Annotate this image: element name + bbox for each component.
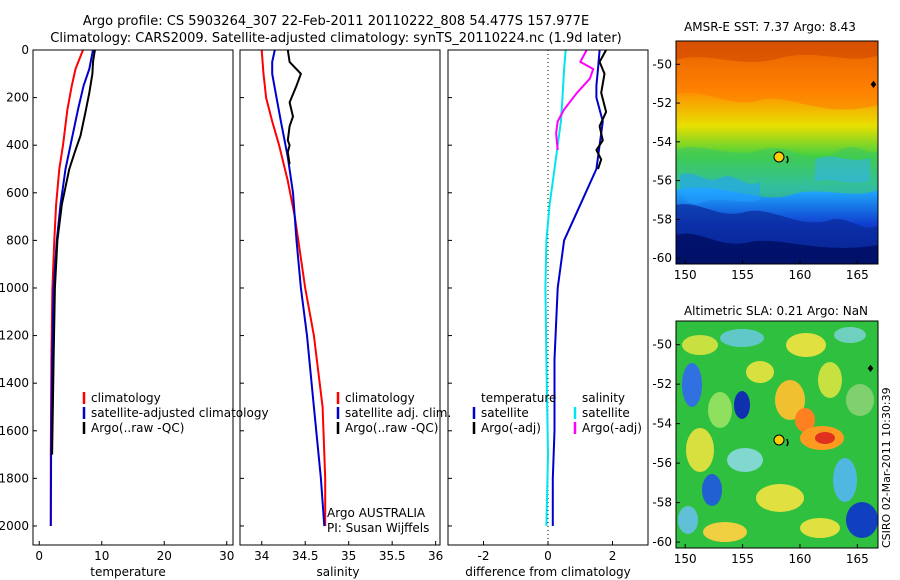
series-line-argo-raw-qc- xyxy=(51,49,96,455)
x-tick-label: 35 xyxy=(341,549,356,563)
temperature-axes-frame xyxy=(32,49,234,546)
y-tick-label: 1200 xyxy=(0,329,29,343)
x-tick-label: 34.5 xyxy=(292,549,319,563)
series-line-satellite-adj-clim- xyxy=(271,49,326,527)
salinity-legend: climatology satellite adj. clim. Argo(..… xyxy=(336,391,451,435)
y-tick-label: 200 xyxy=(6,91,29,105)
temperature-xlabel: temperature xyxy=(90,565,165,579)
sst-map-panel: AMSR-E SST: 7.37 Argo: 8.43 150 155 160 165… xyxy=(652,20,879,282)
float-track-icon xyxy=(786,438,789,447)
legend-label-temp-satellite: satellite xyxy=(481,406,529,420)
side-credit-label: CSIRO 02-Mar-2011 10:30:39 xyxy=(880,387,893,548)
annotation-pi: PI: Susan Wijffels xyxy=(327,521,429,535)
float-track-icon xyxy=(786,155,789,164)
legend-label-satellite: satellite-adjusted climatology xyxy=(91,406,269,420)
map-y-tick-label: -58 xyxy=(652,212,672,226)
y-tick-label: 0 xyxy=(21,43,29,57)
difference-xlabel: difference from climatology xyxy=(465,565,631,579)
y-tick-label: 1000 xyxy=(0,281,29,295)
figure-title-line1: Argo profile: CS 5903264_307 22-Feb-2011… xyxy=(83,14,589,29)
map-x-tick-label: 150 xyxy=(674,552,697,566)
difference-panel: -2 0 2 difference from climatology tempera… xyxy=(447,49,649,579)
map-y-tick-label: -54 xyxy=(652,135,672,149)
y-tick-label: 1400 xyxy=(0,376,29,390)
annotation-program: Argo AUSTRALIA xyxy=(327,506,426,520)
map-y-tick-label: -56 xyxy=(652,174,672,188)
sla-field-image xyxy=(676,321,878,548)
map-marker-icon: ♦ xyxy=(869,80,878,91)
figure-title-line2: Climatology: CARS2009. Satellite-adjuste… xyxy=(50,31,622,46)
sla-map-panel: Altimetric SLA: 0.21 Argo: NaN xyxy=(652,304,879,566)
map-x-tick-label: 160 xyxy=(789,268,812,282)
legend-label-argo: Argo(..raw -QC) xyxy=(345,421,438,435)
sst-field-image xyxy=(676,41,878,264)
salinity-axes-frame xyxy=(239,49,441,546)
series-line-temperature-argo-adj- xyxy=(595,49,608,170)
legend-label-sal-satellite: satellite xyxy=(582,406,630,420)
x-tick-label: 10 xyxy=(94,549,109,563)
map-x-tick-label: 160 xyxy=(789,552,812,566)
legend-label-climatology: climatology xyxy=(91,391,161,405)
series-line-salinity-satellite xyxy=(544,49,567,527)
y-tick-label: 1800 xyxy=(0,471,29,485)
sla-map-title: Altimetric SLA: 0.21 Argo: NaN xyxy=(684,304,868,318)
map-marker-icon: ♦ xyxy=(866,364,875,375)
temperature-profile-panel: 0 10 20 30 0 200 400 600 800 1000 1200 1400 1600 1800… xyxy=(0,43,269,579)
x-tick-label: 0 xyxy=(35,549,43,563)
map-x-tick-label: 165 xyxy=(846,552,869,566)
map-y-tick-label: -52 xyxy=(652,377,672,391)
x-tick-label: 0 xyxy=(544,549,552,563)
float-position-marker xyxy=(773,434,785,446)
legend-label-temp-argo: Argo(-adj) xyxy=(481,421,541,435)
legend-label-argo: Argo(..raw -QC) xyxy=(91,421,184,435)
map-x-tick-label: 150 xyxy=(674,268,697,282)
x-tick-label: -2 xyxy=(477,549,489,563)
series-line-climatology xyxy=(260,49,327,526)
difference-legend: temperature satellite Argo(-adj) salinit… xyxy=(472,391,642,435)
x-tick-label: 36 xyxy=(428,549,443,563)
float-position-marker xyxy=(773,151,785,163)
series-line-argo-raw-qc- xyxy=(286,49,302,165)
y-tick-label: 2000 xyxy=(0,519,29,533)
legend-group-temperature: temperature xyxy=(481,391,556,405)
map-x-tick-label: 155 xyxy=(731,552,754,566)
map-y-tick-label: -52 xyxy=(652,96,672,110)
x-tick-label: 2 xyxy=(609,549,617,563)
sst-map-title: AMSR-E SST: 7.37 Argo: 8.43 xyxy=(684,20,856,34)
map-x-tick-label: 155 xyxy=(731,268,754,282)
map-x-tick-label: 165 xyxy=(846,268,869,282)
series-line-temperature-satellite xyxy=(551,49,604,526)
x-tick-label: 20 xyxy=(157,549,172,563)
map-y-tick-label: -54 xyxy=(652,417,672,431)
map-y-tick-label: -58 xyxy=(652,496,672,510)
salinity-profile-panel: 34 34.5 35 35.5 36 salinity climatology sate… xyxy=(239,49,451,579)
series-line-satellite-adjusted-climatology xyxy=(49,49,94,527)
map-y-tick-label: -50 xyxy=(652,57,672,71)
y-tick-label: 400 xyxy=(6,138,29,152)
x-tick-label: 34 xyxy=(254,549,269,563)
sla-map-frame xyxy=(675,320,879,549)
y-tick-label: 600 xyxy=(6,186,29,200)
x-tick-label: 30 xyxy=(219,549,234,563)
sst-map-frame xyxy=(675,40,879,265)
map-y-tick-label: -60 xyxy=(652,535,672,549)
legend-group-salinity: salinity xyxy=(582,391,625,405)
series-line-salinity-argo-adj- xyxy=(555,49,595,151)
legend-label-satellite: satellite adj. clim. xyxy=(345,406,451,420)
y-tick-label: 1600 xyxy=(0,424,29,438)
legend-label-sal-argo: Argo(-adj) xyxy=(582,421,642,435)
map-y-tick-label: -50 xyxy=(652,338,672,352)
legend-label-climatology: climatology xyxy=(345,391,415,405)
map-y-tick-label: -56 xyxy=(652,456,672,470)
salinity-xlabel: salinity xyxy=(316,565,359,579)
y-tick-label: 800 xyxy=(6,233,29,247)
map-y-tick-label: -60 xyxy=(652,251,672,265)
temperature-legend: climatology satellite-adjusted climatolo… xyxy=(82,391,269,435)
x-tick-label: 35.5 xyxy=(379,549,406,563)
